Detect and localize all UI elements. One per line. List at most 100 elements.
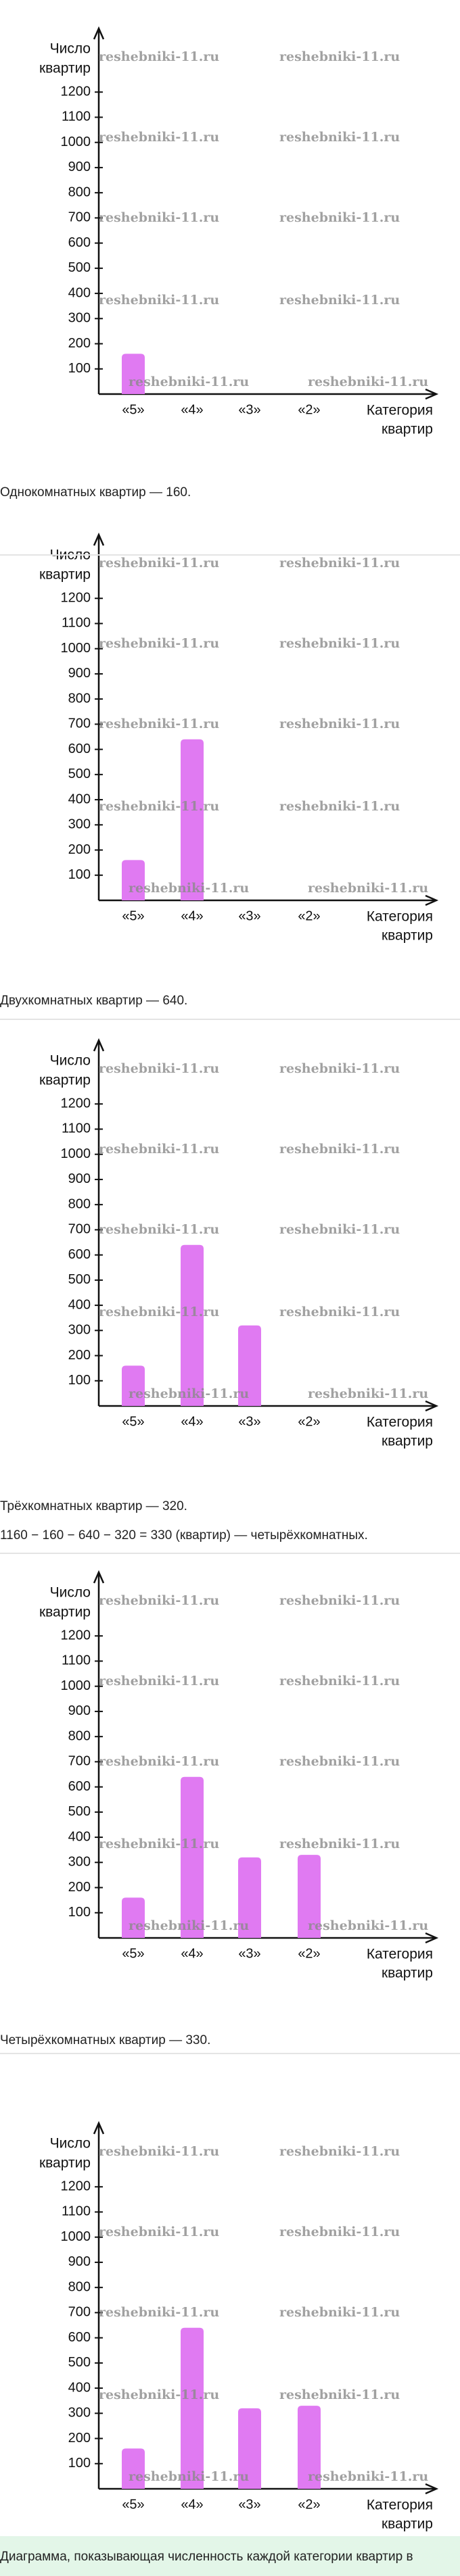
y-tick-label: 800	[68, 691, 91, 706]
bar	[298, 1855, 321, 1938]
y-tick-label: 500	[68, 1272, 91, 1287]
y-tick-label: 1100	[62, 1653, 91, 1668]
y-tick-label: 400	[68, 1829, 91, 1844]
watermark: reshebniki-11.ru	[129, 1918, 249, 1933]
y-tick-label: 1200	[61, 2179, 91, 2194]
y-tick-label: 1200	[61, 1628, 91, 1643]
bar	[238, 1857, 261, 1938]
y-tick-label: 900	[68, 666, 91, 681]
x-tick-label: «5»	[122, 2497, 144, 2512]
x-axis-arrow	[425, 1932, 439, 1944]
y-tick-label: 1100	[62, 2204, 91, 2219]
x-axis-title: квартир	[382, 2517, 433, 2532]
y-tick-label: 600	[68, 235, 91, 250]
watermark: reshebniki-11.ru	[279, 2387, 400, 2402]
y-axis-arrow	[93, 1570, 105, 1584]
y-tick-label: 1200	[61, 591, 91, 606]
x-tick-label: «5»	[122, 402, 144, 417]
bar	[298, 2406, 321, 2489]
y-tick-label: 300	[68, 311, 91, 326]
watermark: reshebniki-11.ru	[279, 799, 400, 814]
x-tick-label: «3»	[238, 1946, 260, 1961]
y-tick-label: 1000	[61, 2229, 91, 2244]
y-tick-label: 600	[68, 1779, 91, 1794]
y-tick-label: 700	[68, 2305, 91, 2320]
y-tick-label: 200	[68, 842, 91, 857]
y-tick-label: 1200	[61, 84, 91, 99]
watermark: reshebniki-11.ru	[99, 49, 219, 64]
y-axis-title: Число	[50, 1585, 91, 1601]
watermark: reshebniki-11.ru	[279, 1305, 400, 1319]
watermark: reshebniki-11.ru	[99, 210, 219, 225]
y-tick-label: 1000	[61, 641, 91, 656]
y-tick-label: 800	[68, 1196, 91, 1211]
y-axis-title: квартир	[39, 2156, 91, 2171]
watermark: reshebniki-11.ru	[279, 556, 400, 570]
watermark: reshebniki-11.ru	[99, 2387, 219, 2402]
y-tick-label: 1100	[62, 1121, 91, 1136]
y-tick-label: 300	[68, 1323, 91, 1338]
y-tick-label: 800	[68, 2279, 91, 2294]
bar	[181, 2327, 204, 2489]
chart: Число квартир Категория квартир 100 200 300 400…	[39, 2120, 439, 2532]
watermark: reshebniki-11.ru	[99, 130, 219, 145]
x-tick-label: «5»	[122, 1946, 144, 1961]
watermark: reshebniki-11.ru	[99, 1305, 219, 1319]
x-tick-label: «4»	[181, 908, 203, 923]
y-tick-label: 500	[68, 2355, 91, 2370]
watermark: reshebniki-11.ru	[99, 2225, 219, 2239]
x-axis-title: Категория	[367, 2498, 433, 2513]
x-axis-title: квартир	[382, 1434, 433, 1449]
y-tick-label: 600	[68, 742, 91, 756]
paragraph: Четырёхкомнатных квартир — 330.	[0, 2033, 211, 2047]
watermark: reshebniki-11.ru	[99, 1593, 219, 1608]
watermark: reshebniki-11.ru	[308, 1386, 428, 1401]
y-tick-label: 1100	[62, 616, 91, 631]
watermark: reshebniki-11.ru	[279, 1674, 400, 1688]
y-tick-label: 600	[68, 2330, 91, 2345]
x-axis-title: Категория	[367, 1947, 433, 1962]
y-tick-label: 100	[68, 361, 91, 376]
y-axis-title: квартир	[39, 1605, 91, 1620]
watermark: reshebniki-11.ru	[279, 130, 400, 145]
x-tick-label: «4»	[181, 1946, 203, 1961]
y-tick-label: 1000	[61, 135, 91, 149]
chart: Число квартир Категория квартир 100 200 300 400…	[39, 26, 439, 437]
x-tick-label: «2»	[298, 2497, 320, 2512]
watermark: reshebniki-11.ru	[99, 799, 219, 814]
bar	[122, 2448, 145, 2489]
bar	[122, 1897, 145, 1938]
watermark: reshebniki-11.ru	[308, 881, 428, 896]
x-axis-title: квартир	[382, 1966, 433, 1981]
y-tick-label: 900	[68, 1703, 91, 1718]
y-tick-label: 700	[68, 1222, 91, 1237]
y-tick-label: 700	[68, 716, 91, 731]
separator	[0, 554, 460, 556]
x-tick-label: «3»	[238, 1414, 260, 1429]
bar	[122, 354, 145, 394]
watermark: reshebniki-11.ru	[279, 1222, 400, 1237]
y-tick-label: 600	[68, 1247, 91, 1262]
x-tick-label: «2»	[298, 1414, 320, 1429]
watermark: reshebniki-11.ru	[99, 1674, 219, 1688]
x-tick-label: «3»	[238, 2497, 260, 2512]
y-axis-title: Число	[50, 1053, 91, 1069]
y-axis-arrow	[93, 532, 105, 546]
paragraph: Трёхкомнатных квартир — 320.	[0, 1499, 187, 1513]
y-axis-title: квартир	[39, 567, 91, 583]
y-axis-title: квартир	[39, 1073, 91, 1088]
bar	[238, 2408, 261, 2489]
x-tick-label: «3»	[238, 402, 260, 417]
y-axis-title: квартир	[39, 61, 91, 76]
x-axis-title: квартир	[382, 928, 433, 944]
x-tick-label: «2»	[298, 1946, 320, 1961]
y-axis-title: Число	[50, 41, 91, 57]
x-axis-arrow	[425, 1400, 439, 1412]
y-tick-label: 900	[68, 2254, 91, 2269]
y-tick-label: 300	[68, 1855, 91, 1870]
bar	[181, 1776, 204, 1938]
y-tick-label: 900	[68, 160, 91, 174]
watermark: reshebniki-11.ru	[279, 1754, 400, 1769]
watermark: reshebniki-11.ru	[279, 210, 400, 225]
